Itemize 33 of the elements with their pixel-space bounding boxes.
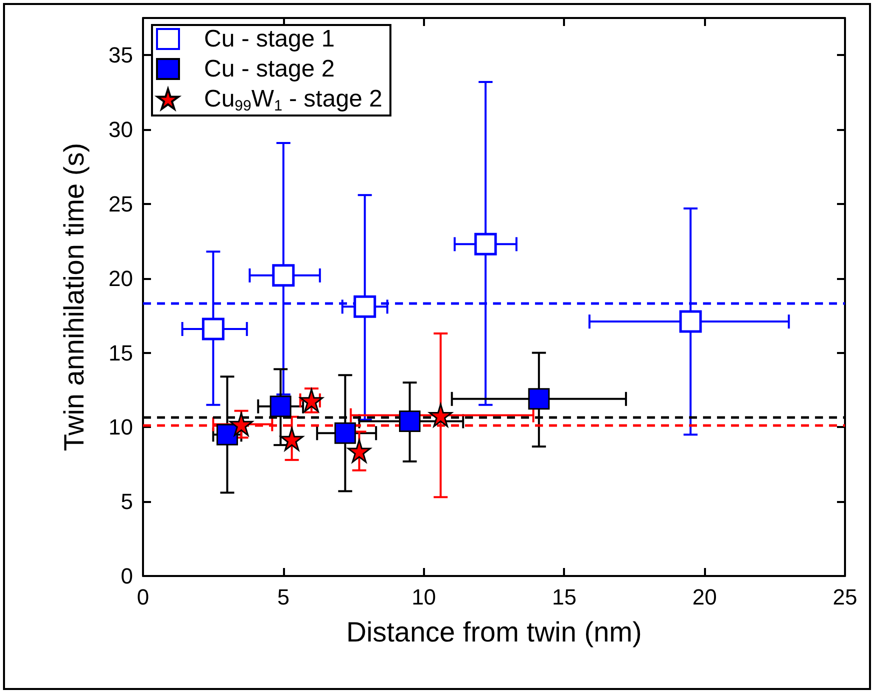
y-tick-label: 35	[108, 42, 133, 68]
legend-label: Cu - stage 1	[204, 26, 335, 52]
y-tick-label: 25	[108, 192, 133, 216]
x-axis-title: Distance from twin (nm)	[346, 616, 642, 648]
point	[270, 396, 292, 418]
x-tick-label: 5	[277, 584, 290, 610]
point	[230, 412, 254, 436]
y-tick-label: 30	[108, 117, 133, 142]
point	[428, 404, 452, 428]
y-axis-title: Twin annihilation time (s)	[58, 142, 90, 452]
point	[354, 295, 376, 318]
point	[347, 439, 371, 463]
x-tick-label: 10	[412, 584, 436, 610]
y-tick-label: 15	[108, 340, 133, 366]
point	[399, 410, 421, 432]
x-tick-label: 15	[552, 584, 576, 610]
point	[679, 310, 702, 333]
point	[202, 318, 224, 340]
x-tick-label: 25	[832, 584, 858, 610]
y-tick-label: 20	[108, 266, 133, 291]
point	[272, 264, 295, 287]
y-tick-label: 5	[120, 489, 133, 514]
point	[334, 422, 356, 444]
point	[528, 388, 550, 410]
point	[216, 424, 238, 446]
y-tick-label: 10	[108, 414, 133, 440]
point	[280, 427, 304, 451]
point	[474, 232, 497, 256]
legend-label: Cu - stage 2	[204, 56, 335, 82]
point	[300, 388, 324, 412]
y-tick-label: 0	[120, 564, 133, 588]
x-tick-label: 0	[136, 584, 150, 610]
x-tick-label: 20	[692, 584, 717, 610]
